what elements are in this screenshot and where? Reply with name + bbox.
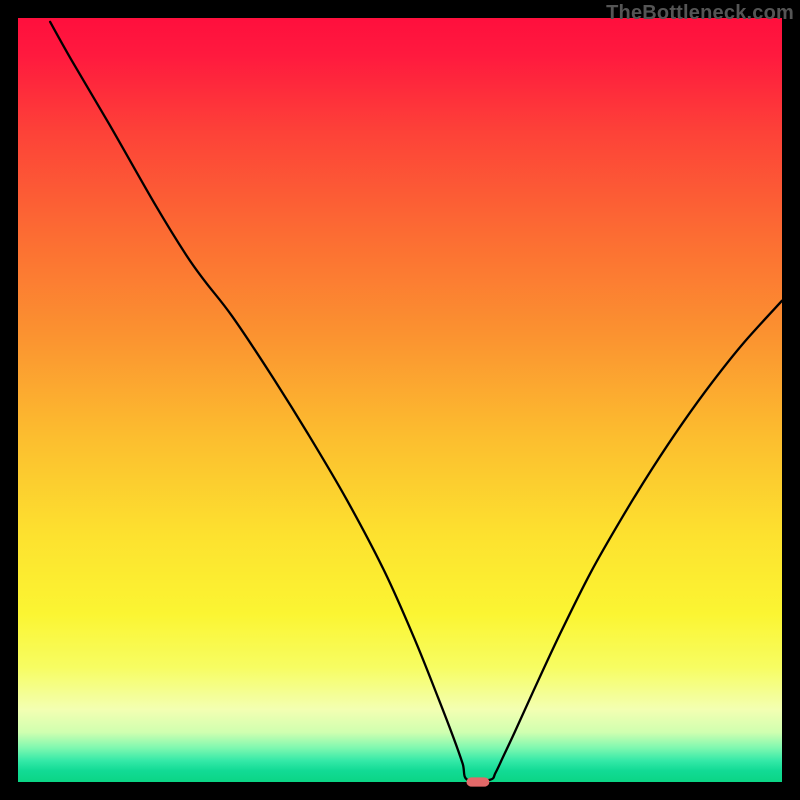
chart-svg (0, 0, 800, 800)
watermark-text: TheBottleneck.com (606, 2, 794, 25)
optimal-marker (466, 777, 489, 786)
chart-background (18, 18, 782, 782)
bottleneck-chart: TheBottleneck.com (0, 0, 800, 800)
